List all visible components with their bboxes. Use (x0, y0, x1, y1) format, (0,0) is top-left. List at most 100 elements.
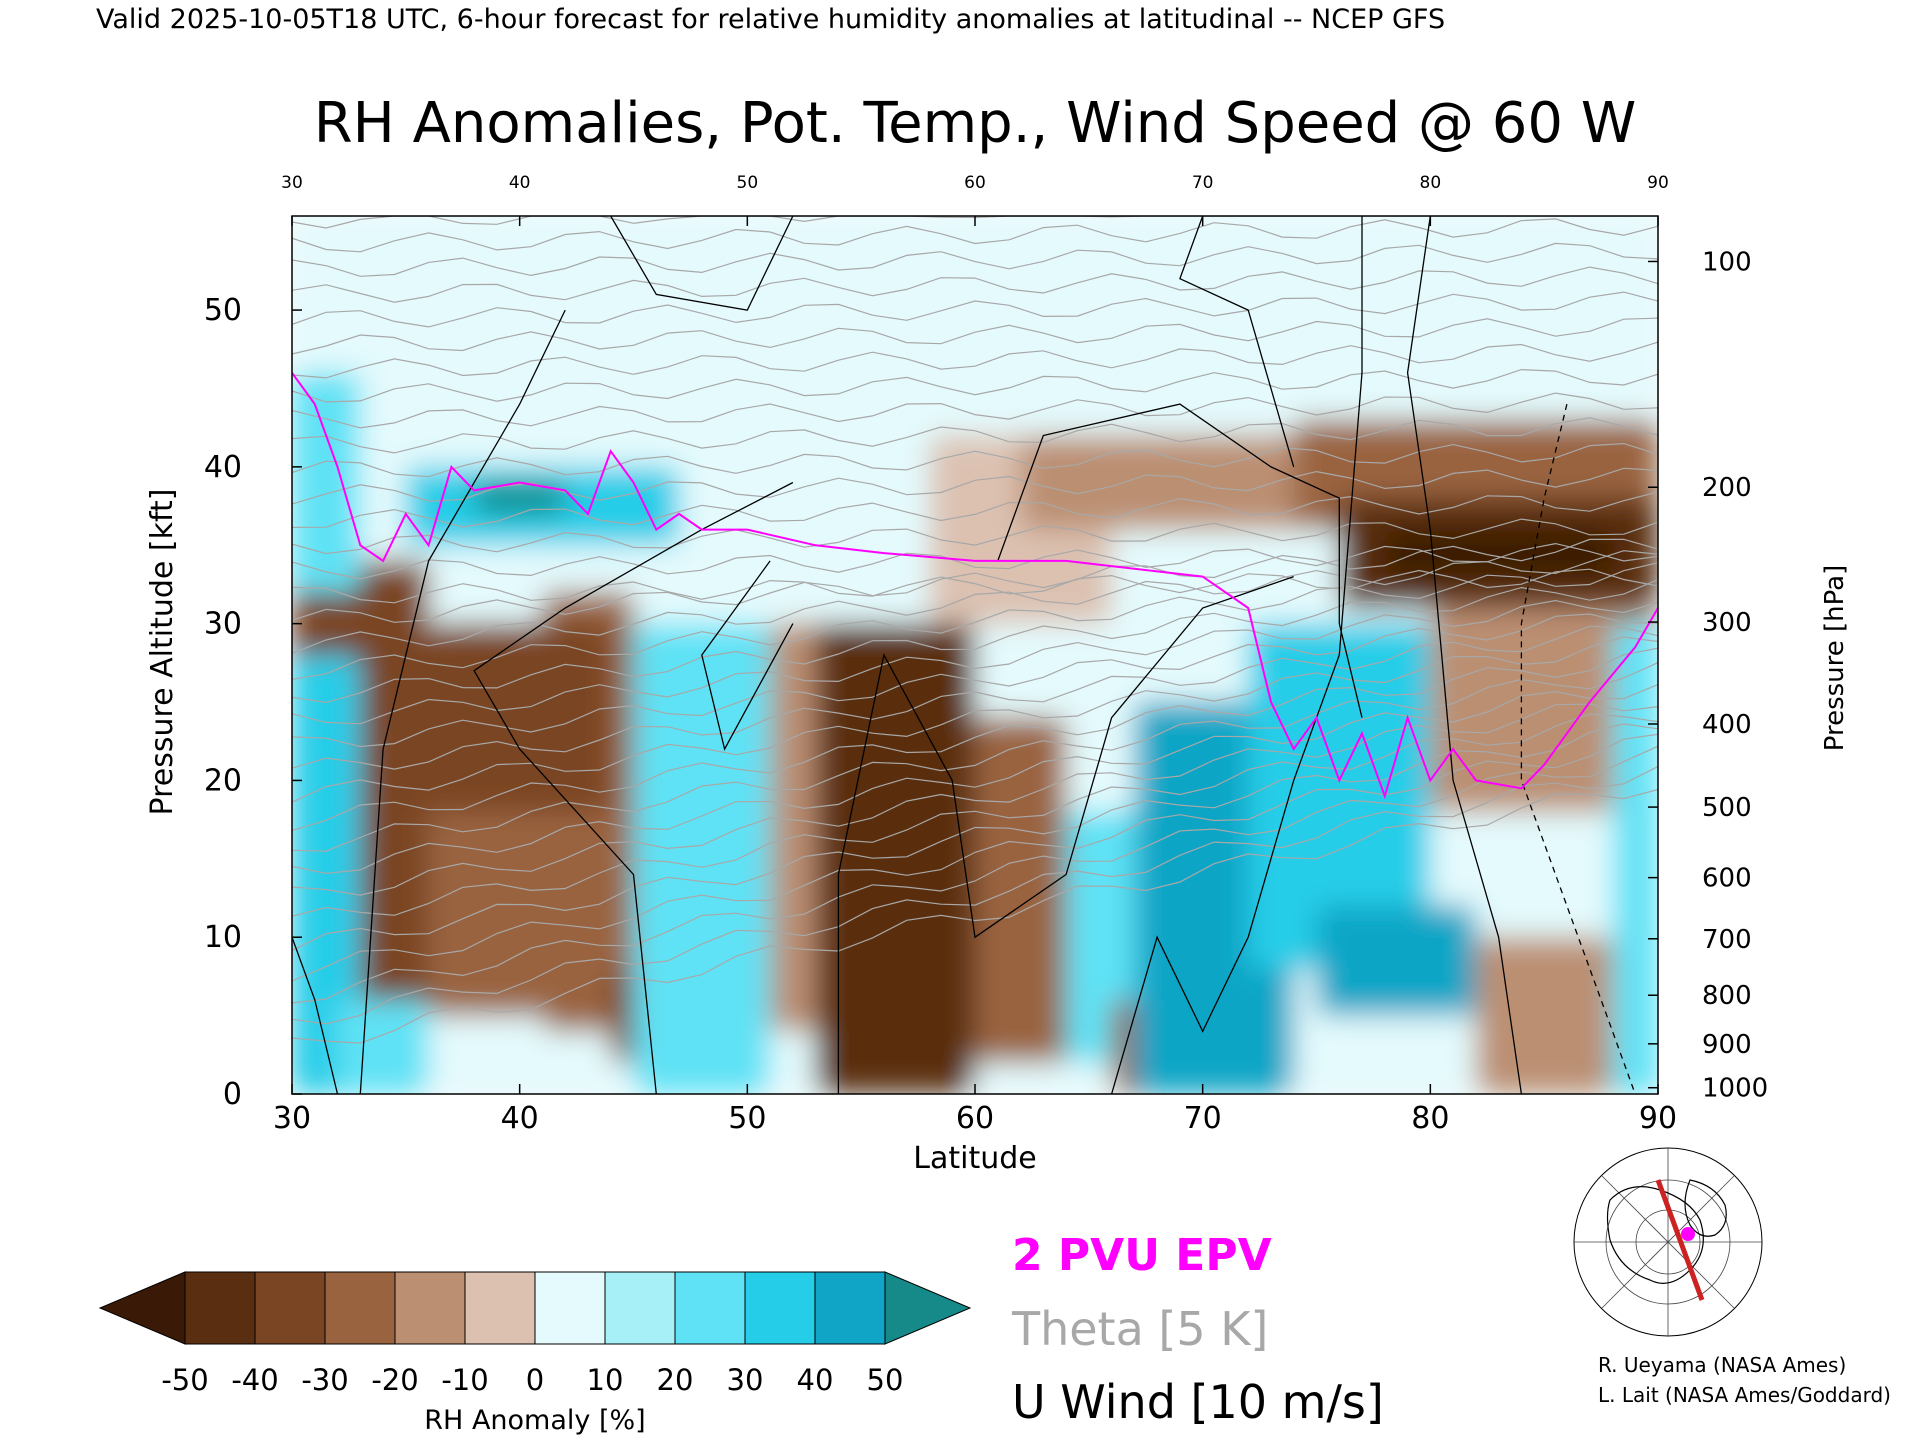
colorbar-bin (184, 1271, 256, 1345)
pressure-tick-label: 800 (1702, 981, 1752, 1011)
theta-contour (292, 242, 1658, 277)
x-tick-label: 90 (1639, 1101, 1677, 1136)
y-tick-label: 50 (204, 293, 242, 328)
theta-contour (292, 467, 1658, 505)
colorbar-tick-label: 50 (867, 1363, 904, 1397)
theta-contour (292, 713, 1658, 917)
x-axis-label: Latitude (913, 1141, 1036, 1176)
plot-area (292, 216, 1658, 1094)
y-tick-label: 0 (223, 1077, 242, 1112)
x-tick-label: 60 (956, 1101, 994, 1136)
theta-contour (292, 683, 1658, 875)
theta-contour (292, 562, 1658, 680)
theta-contour (292, 613, 1658, 748)
x-tick-label: 70 (1184, 1101, 1222, 1136)
theta-contour (292, 788, 1658, 1044)
colorbar-tick-label: -30 (301, 1363, 348, 1397)
colorbar-tick-label: -40 (231, 1363, 278, 1397)
theta-contour (292, 765, 1658, 1025)
theta-contours (292, 216, 1658, 1044)
theta-contour (292, 368, 1658, 403)
x-tick-label: 30 (273, 1101, 311, 1136)
colorbar-bin (394, 1271, 466, 1345)
wind-contour (1179, 216, 1295, 468)
theta-contour (292, 599, 1658, 725)
legend-theta: Theta [5 K] (1011, 1302, 1268, 1356)
x-tick-label-top: 70 (1192, 173, 1214, 193)
pressure-tick-label: 400 (1702, 710, 1752, 740)
rh-anomaly-cell (1316, 905, 1476, 1016)
rh-anomaly-cell (428, 623, 611, 812)
y-tick-label: 30 (204, 607, 242, 642)
wind-contour (292, 936, 339, 1094)
wind-contour (1110, 216, 1363, 1094)
x-tick-label-top: 40 (509, 173, 531, 193)
wind-contour (837, 575, 1294, 1094)
theta-contour (292, 723, 1658, 951)
locator-map (1573, 1147, 1763, 1337)
colorbar-bin (674, 1271, 746, 1345)
theta-contour (292, 442, 1658, 478)
pressure-axis-label: Pressure [hPa] (1820, 565, 1850, 752)
rh-anomaly-cell (292, 372, 361, 593)
theta-contour (292, 703, 1658, 896)
chart-title: RH Anomalies, Pot. Temp., Wind Speed @ 6… (314, 91, 1636, 156)
x-tick-label: 40 (501, 1101, 539, 1136)
theta-contour (292, 625, 1658, 770)
colorbar-tick-label: -50 (161, 1363, 208, 1397)
theta-contour (292, 662, 1658, 852)
pressure-tick-label: 200 (1702, 473, 1752, 503)
theta-contour (292, 417, 1658, 454)
x-tick-label: 50 (728, 1101, 766, 1136)
pv-2pvu-line (292, 372, 1658, 800)
credit-1: R. Ueyama (NASA Ames) (1598, 1353, 1846, 1377)
header-text: Valid 2025-10-05T18 UTC, 6-hour forecast… (96, 4, 1445, 35)
x-tick-label-top: 60 (964, 173, 986, 193)
colorbar-high-arrow (884, 1271, 972, 1345)
theta-contour (292, 491, 1658, 528)
wind-contour (997, 403, 1363, 718)
rh-anomaly-cell (815, 623, 975, 1094)
colorbar-tick-label: 20 (657, 1363, 694, 1397)
theta-contour (292, 579, 1658, 704)
theta-contour (292, 341, 1658, 379)
theta-contour (292, 733, 1658, 982)
legend-pv: 2 PVU EPV (1012, 1230, 1272, 1281)
pressure-tick-label: 900 (1702, 1030, 1752, 1060)
colorbar-bin (604, 1271, 676, 1345)
pressure-tick-label: 300 (1702, 608, 1752, 638)
rh-anomaly-cell (474, 482, 566, 514)
pressure-tick-label: 700 (1702, 925, 1752, 955)
theta-contour (292, 542, 1658, 580)
colorbar-tick-label: -10 (441, 1363, 488, 1397)
y-tick-label: 20 (204, 763, 242, 798)
wind-contours (292, 216, 1636, 1094)
theta-contour (292, 266, 1658, 303)
theta-contour (292, 392, 1658, 429)
x-tick-label: 80 (1411, 1101, 1449, 1136)
colorbar-bin (254, 1271, 326, 1345)
colorbar-tick-label: 10 (587, 1363, 624, 1397)
wind-contour (1406, 216, 1523, 1094)
colorbar-bin (324, 1271, 396, 1345)
colorbar-tick-label: 30 (727, 1363, 764, 1397)
rh-anomaly-cell (1475, 937, 1613, 1094)
wind-contour (610, 216, 794, 311)
x-tick-label-top: 90 (1647, 173, 1669, 193)
theta-contour (292, 291, 1658, 328)
rh-anomaly-cell (975, 717, 1067, 1063)
rh-anomaly-cell (1248, 623, 1431, 969)
y-tick-label: 40 (204, 450, 242, 485)
section-marker (1681, 1227, 1695, 1241)
colorbar-label: RH Anomaly [%] (424, 1405, 645, 1436)
rh-anomaly-cell (292, 216, 1658, 467)
theta-contour (292, 636, 1658, 803)
colorbar-tick-label: 40 (797, 1363, 834, 1397)
colorbar: -50 -40 -30 -20 -10 0 10 20 30 40 50 (98, 1271, 972, 1397)
x-tick-label-top: 80 (1420, 173, 1442, 193)
rh-anomaly-cell (337, 999, 429, 1094)
y-axis-label: Pressure Altitude [kft] (145, 489, 180, 816)
section-line (1655, 1179, 1705, 1301)
pressure-tick-label: 100 (1702, 247, 1752, 277)
